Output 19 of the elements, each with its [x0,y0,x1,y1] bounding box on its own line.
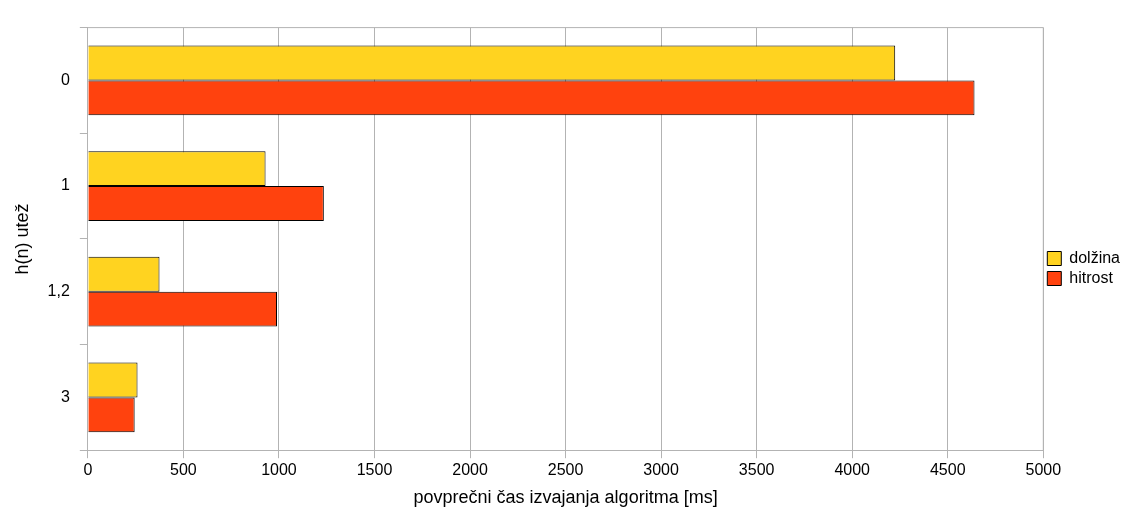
x-tick-label: 1000 [261,461,297,479]
x-tick-label: 0 [83,461,93,479]
y-axis-title: h(n) utež [11,203,32,275]
x-tick-label: 4000 [834,461,871,479]
x-tick-label: 2000 [452,461,488,479]
x-tick-label: 3000 [643,461,680,479]
x-tick-label: 5000 [1025,461,1062,479]
x-tick-label: 2500 [547,461,584,479]
x-tick-label: 4500 [929,461,966,479]
y-tick-label: 0 [60,70,70,88]
x-tick-label: 3500 [738,461,775,479]
x-tick-label: 1500 [356,461,393,479]
legend-label: dolžina [1069,248,1121,266]
x-tick-label: 500 [170,461,197,479]
y-tick-label: 3 [60,387,70,405]
x-axis-title: povprečni čas izvajanja algoritma [ms] [413,487,718,508]
legend-label: hitrost [1069,268,1114,286]
y-tick-label: 1 [60,176,70,194]
y-tick-label: 1,2 [47,282,70,300]
